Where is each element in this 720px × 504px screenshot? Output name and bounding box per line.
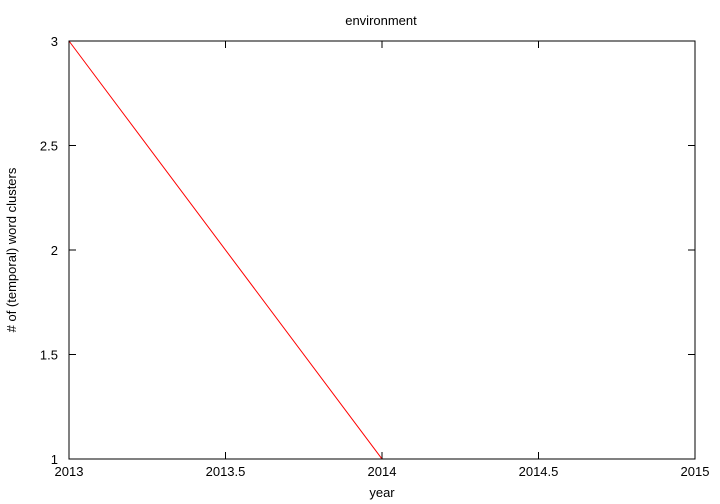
x-tick-label: 2013.5	[206, 464, 246, 479]
y-tick-label: 2.5	[40, 139, 58, 154]
y-tick-label: 2	[51, 243, 58, 258]
y-tick-label: 1	[51, 452, 58, 467]
y-tick-label: 3	[51, 34, 58, 49]
x-tick-label: 2015	[681, 464, 710, 479]
tick-labels: 2013 2013.5 2014 2014.5 2015 1 1.5 2 2.5 3	[40, 34, 710, 479]
x-axis-title: year	[369, 485, 395, 500]
x-tick-label: 2014.5	[519, 464, 559, 479]
plot-frame	[68, 40, 696, 460]
x-tick-label: 2014	[368, 464, 397, 479]
chart-title: environment	[345, 13, 417, 28]
x-tick-label: 2013	[55, 464, 84, 479]
y-tick-label: 1.5	[40, 348, 58, 363]
y-axis-title: # of (temporal) word clusters	[4, 167, 19, 332]
